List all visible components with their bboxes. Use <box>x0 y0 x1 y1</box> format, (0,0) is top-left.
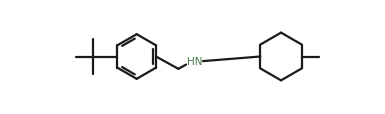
Text: HN: HN <box>187 57 202 67</box>
